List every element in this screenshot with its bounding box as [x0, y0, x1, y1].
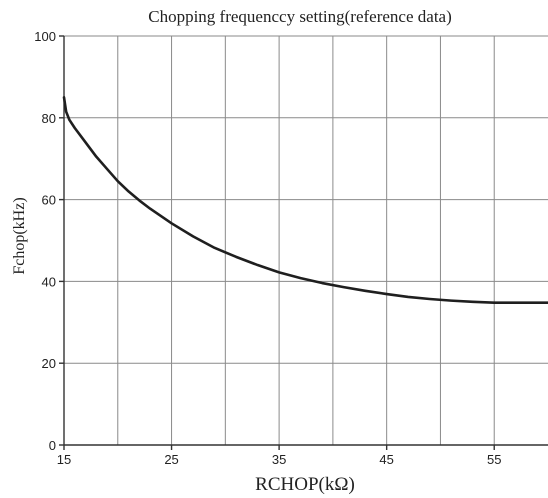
x-tick-label: 45: [379, 452, 393, 467]
x-tick-label: 25: [164, 452, 178, 467]
x-axis-title: RCHOP(kΩ): [255, 474, 355, 495]
series-line: [62, 96, 548, 304]
x-tick-label: 15: [57, 452, 71, 467]
y-axis-title: Fchop(kHz): [11, 197, 28, 274]
y-tick-label: 40: [42, 274, 56, 289]
y-tick-label: 0: [49, 438, 56, 453]
y-tick-label: 100: [34, 29, 56, 44]
y-tick-label: 80: [42, 111, 56, 126]
y-tick-label: 20: [42, 356, 56, 371]
y-tick-label: 60: [42, 193, 56, 208]
chart-title: Chopping frequenccy setting(reference da…: [148, 7, 452, 26]
series: [62, 96, 548, 304]
tick-labels: 0 20 40 60 80 100 15 25 35 45 55: [34, 29, 501, 467]
axes: [59, 35, 548, 450]
grid: [64, 35, 548, 445]
x-tick-label: 55: [487, 452, 501, 467]
x-tick-label: 35: [272, 452, 286, 467]
